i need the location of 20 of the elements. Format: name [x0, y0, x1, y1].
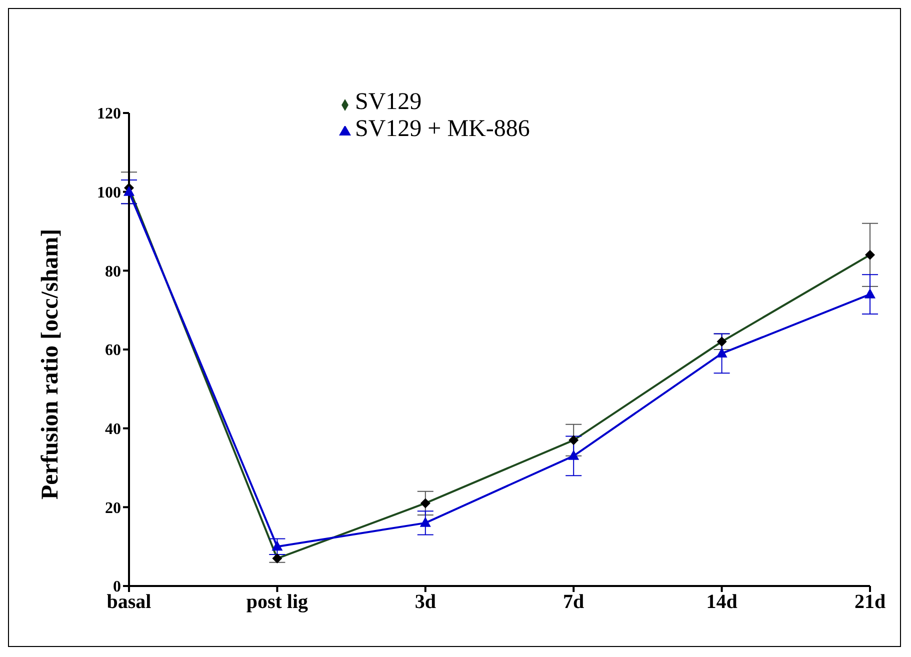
point	[716, 347, 728, 358]
x-tick-label: 21d	[854, 591, 886, 614]
point	[864, 288, 876, 298]
y-axis-title: Perfusion ratio [occ/sham]	[38, 228, 64, 500]
point	[568, 450, 580, 460]
point	[124, 186, 134, 196]
y-tick-label: 60	[105, 342, 121, 360]
x-tick-label: 7d	[563, 591, 584, 614]
point	[272, 540, 283, 551]
point	[420, 516, 431, 527]
x-tick-label: post lig	[246, 591, 308, 614]
y-tick-label: 40	[105, 421, 121, 438]
y-tick-label: 20	[105, 500, 121, 517]
y-tick-label: 80	[105, 263, 121, 280]
y-tick-label: 100	[97, 184, 121, 202]
x-tick-label: 3d	[414, 591, 436, 614]
y-tick-label: 120	[97, 106, 121, 123]
legend-label: SV129 + MK-886	[355, 116, 530, 142]
legend-label: SV129	[355, 89, 422, 115]
x-tick-label: 14d	[706, 591, 738, 614]
